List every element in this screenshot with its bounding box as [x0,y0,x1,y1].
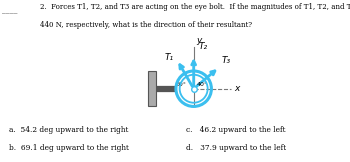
Text: 2.  Forces T1, T2, and T3 are acting on the eye bolt.  If the magnitudes of T1, : 2. Forces T1, T2, and T3 are acting on t… [40,3,350,11]
Bar [148,71,156,106]
Text: ____: ____ [2,6,17,14]
Text: a.  54.2 deg upward to the right: a. 54.2 deg upward to the right [9,126,128,134]
Text: 440 N, respectively, what is the direction of their resultant?: 440 N, respectively, what is the directi… [40,21,252,29]
Text: T₃: T₃ [222,56,231,65]
Text: T₁: T₁ [164,53,174,63]
Text: y: y [196,36,201,45]
Text: T₂: T₂ [198,42,208,51]
Text: c.   46.2 upward to the left: c. 46.2 upward to the left [186,126,285,134]
Text: 40°: 40° [197,81,208,87]
Text: 60°: 60° [175,81,186,87]
Text: d.   37.9 upward to the left: d. 37.9 upward to the left [186,144,286,152]
Text: b.  69.1 deg upward to the right: b. 69.1 deg upward to the right [9,144,129,152]
Text: x: x [234,84,239,93]
